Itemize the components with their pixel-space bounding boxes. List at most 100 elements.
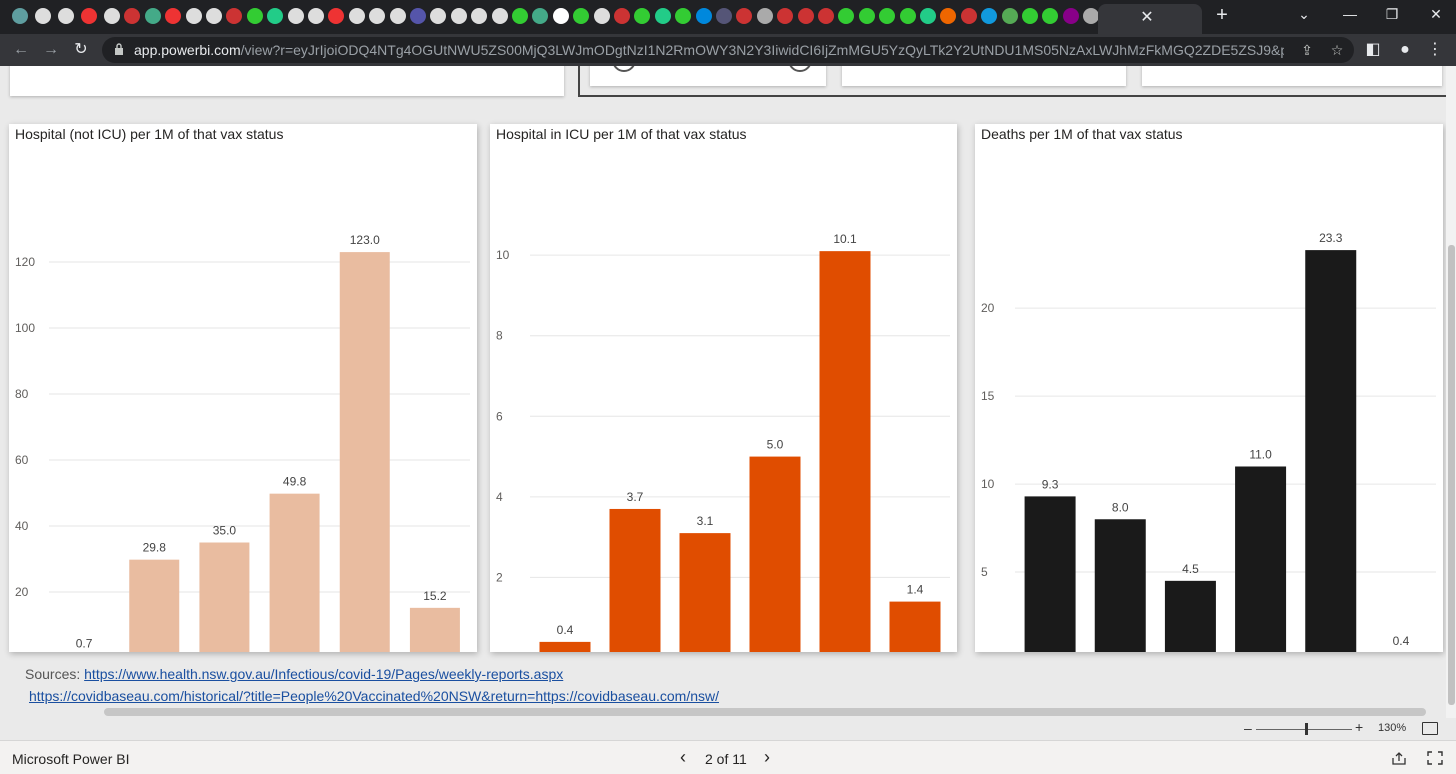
tab-favicon-icon[interactable] [328, 8, 345, 24]
restore-icon[interactable]: ❐ [1385, 6, 1399, 22]
tab-favicon-icon[interactable] [185, 8, 202, 24]
tab-favicon-icon[interactable] [348, 8, 365, 24]
tab-favicon-icon[interactable] [614, 8, 630, 24]
tab-favicon-icon[interactable] [899, 8, 916, 24]
side-panel-icon[interactable]: ◧ [1365, 41, 1381, 58]
tab-favicon-icon[interactable] [104, 8, 120, 24]
bar[interactable] [679, 533, 731, 652]
bar[interactable] [1094, 519, 1146, 652]
bar[interactable] [609, 508, 661, 652]
tab-favicon-icon[interactable] [512, 8, 528, 24]
back-icon[interactable]: ← [13, 41, 29, 58]
previous-page-button[interactable]: ‹ [680, 747, 686, 767]
fit-to-page-icon[interactable] [1422, 722, 1438, 735]
tab-favicon-icon[interactable] [450, 8, 467, 24]
tab-favicon-icon[interactable] [756, 8, 773, 24]
bar[interactable] [749, 456, 801, 652]
address-bar[interactable]: app.powerbi.com/view?r=eyJrIjoiODQ4NTg4O… [102, 37, 1354, 63]
tab-favicon-icon[interactable] [35, 8, 51, 24]
bar[interactable] [1305, 250, 1357, 652]
next-page-button[interactable]: › [764, 747, 770, 767]
tab-favicon-icon[interactable] [552, 8, 569, 24]
bar[interactable] [129, 559, 180, 652]
tab-favicon-icon[interactable] [716, 8, 732, 24]
bar[interactable] [409, 607, 460, 652]
chart-card-icu[interactable]: Hospital in ICU per 1M of that vax statu… [490, 124, 957, 652]
tab-favicon-icon[interactable] [960, 8, 977, 24]
tab-favicon-icon[interactable] [573, 8, 590, 24]
tab-favicon-icon[interactable] [308, 8, 324, 24]
vertical-scrollbar-thumb[interactable] [1448, 245, 1455, 705]
bar[interactable] [1024, 496, 1076, 652]
tab-favicon-icon[interactable] [389, 8, 406, 24]
tab-favicon-icon[interactable] [858, 8, 875, 24]
active-tab[interactable] [1098, 4, 1202, 34]
bar[interactable] [889, 601, 941, 652]
reload-icon[interactable]: ↻ [74, 41, 88, 58]
bar[interactable] [199, 542, 250, 653]
tab-favicon-icon[interactable] [1022, 8, 1038, 24]
tab-favicon-icon[interactable] [246, 8, 263, 24]
tab-favicon-icon[interactable] [532, 8, 549, 24]
tab-favicon-icon[interactable] [695, 8, 712, 24]
tab-favicon-icon[interactable] [1062, 8, 1079, 24]
profile-icon[interactable]: ● [1400, 41, 1410, 58]
tab-favicon-icon[interactable] [1083, 8, 1100, 24]
source-link-nsw-health[interactable]: https://www.health.nsw.gov.au/Infectious… [84, 666, 564, 682]
tab-favicon-icon[interactable] [491, 8, 508, 24]
tab-favicon-icon[interactable] [940, 8, 957, 24]
tab-favicon-icon[interactable] [430, 8, 447, 24]
tab-favicon-icon[interactable] [593, 8, 610, 24]
tab-favicon-icon[interactable] [818, 8, 834, 24]
bar[interactable] [269, 493, 320, 652]
tab-favicon-icon[interactable] [267, 8, 284, 24]
tab-favicon-icon[interactable] [777, 8, 794, 24]
tab-favicon-icon[interactable] [206, 8, 222, 24]
tab-favicon-icon[interactable] [654, 8, 671, 24]
tab-favicon-icon[interactable] [144, 8, 161, 24]
tab-favicon-icon[interactable] [58, 8, 74, 24]
tab-search-chevron-icon[interactable]: ⌄ [1298, 6, 1310, 22]
fullscreen-icon[interactable] [1426, 750, 1444, 766]
tab-favicon-icon[interactable] [471, 8, 488, 24]
chart-card-deaths[interactable]: Deaths per 1M of that vax status 0510152… [975, 124, 1443, 652]
zoom-slider-track[interactable] [1256, 729, 1352, 730]
chart-card-hospital[interactable]: Hospital (not ICU) per 1M of that vax st… [9, 124, 477, 652]
tab-favicon-icon[interactable] [369, 8, 386, 24]
tab-favicon-icon[interactable] [736, 8, 753, 24]
bar[interactable] [339, 252, 390, 652]
source-link-covidbaseau[interactable]: https://covidbaseau.com/historical/?titl… [29, 688, 719, 704]
tab-favicon-icon[interactable] [797, 8, 814, 24]
tab-favicon-icon[interactable] [879, 8, 896, 24]
menu-kebab-icon[interactable]: ⋮ [1427, 41, 1443, 58]
zoom-in-button[interactable]: + [1355, 719, 1364, 735]
tab-favicon-icon[interactable] [81, 8, 97, 24]
zoom-out-button[interactable]: – [1244, 720, 1252, 736]
tab-favicon-icon[interactable] [165, 8, 182, 24]
bar[interactable] [1235, 466, 1287, 652]
forward-icon[interactable]: → [43, 41, 59, 58]
zoom-slider-thumb[interactable] [1305, 723, 1308, 735]
tab-favicon-icon[interactable] [287, 8, 304, 24]
bar[interactable] [539, 641, 591, 652]
tab-favicon-icon[interactable] [634, 8, 651, 24]
minimize-icon[interactable]: — [1343, 6, 1357, 22]
share-icon[interactable]: ⇪ [1301, 42, 1313, 58]
horizontal-scrollbar[interactable] [104, 708, 1426, 716]
tab-favicon-icon[interactable] [410, 8, 426, 24]
tab-favicon-icon[interactable] [1001, 8, 1018, 24]
tab-favicon-icon[interactable] [675, 8, 692, 24]
tab-favicon-icon[interactable] [124, 8, 141, 24]
bar[interactable] [819, 251, 871, 652]
share-report-icon[interactable] [1390, 750, 1408, 766]
close-window-icon[interactable]: ✕ [1430, 6, 1442, 22]
tab-favicon-icon[interactable] [12, 8, 28, 24]
bookmark-star-icon[interactable]: ☆ [1330, 42, 1344, 58]
tab-favicon-icon[interactable] [981, 8, 998, 24]
tab-favicon-icon[interactable] [1042, 8, 1059, 24]
tab-favicon-icon[interactable] [226, 8, 243, 24]
tab-favicon-icon[interactable] [838, 8, 855, 24]
tab-close-icon[interactable]: ✕ [1140, 9, 1154, 26]
new-tab-button[interactable]: + [1216, 4, 1228, 26]
bar[interactable] [1164, 580, 1216, 652]
